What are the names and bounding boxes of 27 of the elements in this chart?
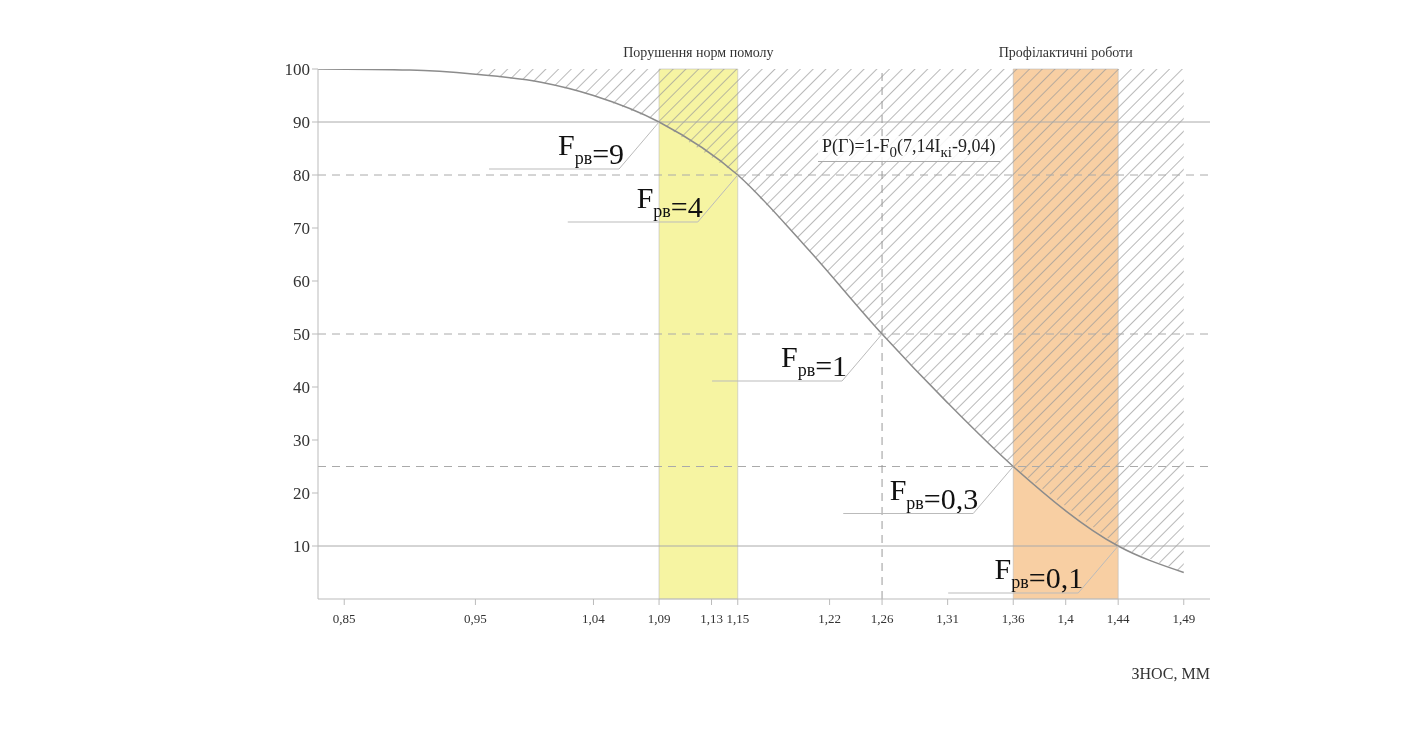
y-tick-label: 10	[293, 537, 310, 557]
x-tick-label: 1,49	[1172, 611, 1196, 626]
annotation: P(Г)=1-F$_{0}$(7,14I$_{кі}$-9,04)	[818, 136, 1000, 162]
y-tick-label: 80	[293, 166, 310, 186]
x-tick-label: 1,31	[936, 611, 960, 626]
x-tick-label: 1,22	[818, 611, 841, 626]
x-tick-label: 1,44	[1106, 611, 1131, 626]
y-tick-label: 100	[284, 60, 310, 80]
x-tick-label: 1,26	[870, 611, 894, 626]
x-tick-label: 1,36	[1001, 611, 1026, 626]
x-tick-label: 1,15	[726, 611, 750, 626]
x-axis-title: ЗНОС, ММ	[1131, 665, 1210, 682]
y-tick-label: 30	[293, 431, 310, 451]
y-tick-label: 60	[293, 272, 310, 292]
x-tick-label: 1,4	[1057, 611, 1075, 626]
band-label: Порушення норм помолу	[623, 45, 774, 60]
x-tick-label: 0,95	[464, 611, 487, 626]
y-tick-label: 40	[293, 378, 310, 398]
x-tick-label: 1,04	[582, 611, 606, 626]
x-tick-label: 0,85	[332, 611, 356, 626]
y-tick-label: 70	[293, 219, 310, 239]
x-tick-label: 1,09	[647, 611, 671, 626]
band-label: Профілактичні роботи	[998, 45, 1134, 60]
y-tick-label: 50	[293, 325, 310, 345]
y-tick-label: 90	[293, 113, 310, 133]
x-tick-label: 1,13	[700, 611, 723, 626]
y-tick-label: 20	[293, 484, 310, 504]
